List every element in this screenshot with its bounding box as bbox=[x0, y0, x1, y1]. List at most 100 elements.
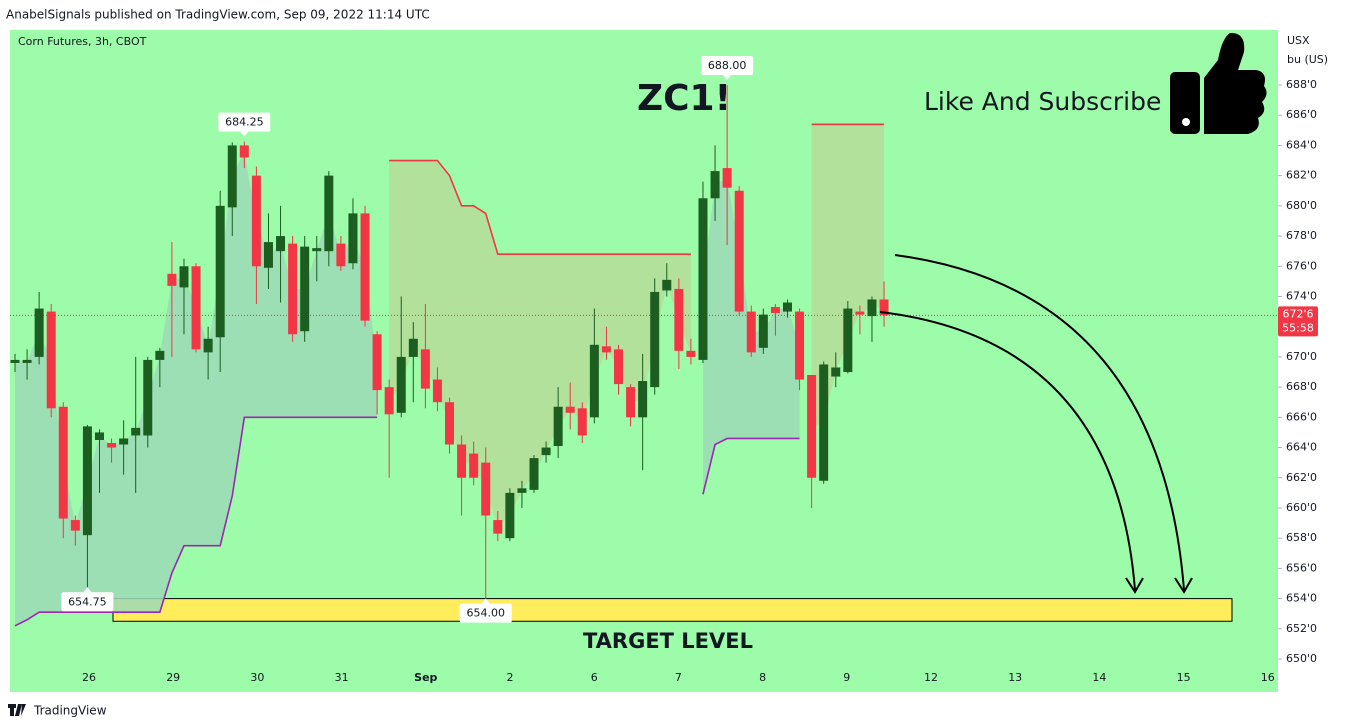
price-label-text: 654.00 bbox=[466, 607, 505, 620]
candle-body bbox=[324, 175, 334, 252]
band-fill bbox=[811, 124, 885, 427]
target-label: TARGET LEVEL bbox=[583, 629, 753, 653]
candle-body bbox=[420, 349, 430, 389]
candle-body bbox=[119, 438, 129, 445]
price-label-box bbox=[61, 592, 114, 612]
candle-body bbox=[529, 458, 539, 490]
thumbs-up-icon bbox=[1170, 32, 1267, 135]
candle-body bbox=[155, 350, 165, 360]
candle-body bbox=[795, 311, 805, 380]
y-tick-label: 680'0 bbox=[1286, 199, 1317, 212]
candle-body bbox=[770, 307, 780, 314]
candle-body bbox=[843, 308, 853, 373]
candle-body bbox=[819, 364, 829, 481]
candle-body bbox=[638, 381, 648, 418]
currency-label: USX bbox=[1287, 34, 1310, 47]
x-tick-label: Sep bbox=[414, 671, 437, 684]
y-tick-label: 668'0 bbox=[1286, 380, 1317, 393]
candle-body bbox=[481, 462, 491, 516]
candle-body bbox=[686, 350, 696, 357]
candle-body bbox=[541, 447, 551, 456]
candle-body bbox=[445, 402, 455, 445]
y-tick-label: 684'0 bbox=[1286, 138, 1317, 151]
candle-body bbox=[662, 279, 672, 291]
plot-layer: TARGET LEVEL 684.25 688.00 654.75 654.00 bbox=[10, 55, 1278, 653]
price-label-box bbox=[218, 112, 271, 132]
y-tick-label: 682'0 bbox=[1286, 169, 1317, 182]
cta-annotation: Like And Subscribe bbox=[924, 87, 1161, 116]
candle-body bbox=[46, 311, 56, 409]
candle-body bbox=[879, 299, 889, 316]
candle-body bbox=[384, 387, 394, 415]
x-tick-label: 2 bbox=[507, 671, 514, 684]
candle-body bbox=[263, 242, 273, 268]
candle-body bbox=[396, 356, 406, 413]
y-tick-label: 666'0 bbox=[1286, 410, 1317, 423]
y-tick-label: 652'0 bbox=[1286, 622, 1317, 635]
candle-body bbox=[626, 387, 636, 418]
y-tick-label: 650'0 bbox=[1286, 652, 1317, 665]
y-tick-label: 654'0 bbox=[1286, 592, 1317, 605]
publisher-line: AnabelSignals published on TradingView.c… bbox=[6, 8, 430, 22]
candle-body bbox=[457, 444, 467, 478]
candle-body bbox=[58, 406, 68, 519]
x-tick-label: 13 bbox=[1008, 671, 1022, 684]
candle-body bbox=[493, 520, 503, 534]
candle-body bbox=[722, 168, 732, 188]
candle-body bbox=[601, 346, 611, 353]
y-tick-label: 656'0 bbox=[1286, 561, 1317, 574]
last-price-text: 672'6 bbox=[1282, 307, 1313, 320]
candle-body bbox=[553, 406, 563, 447]
candle-body bbox=[288, 243, 298, 335]
candle-body bbox=[650, 291, 660, 388]
price-label-pointer bbox=[481, 598, 490, 604]
forecast-arrows bbox=[879, 254, 1193, 594]
candle-body bbox=[348, 213, 358, 264]
unit-label: bu (US) bbox=[1287, 53, 1328, 66]
candle-body bbox=[94, 432, 104, 440]
candle-body bbox=[179, 266, 189, 288]
candle-body bbox=[758, 314, 768, 348]
candle-body bbox=[167, 273, 177, 286]
candle-body bbox=[34, 308, 44, 357]
price-label-box bbox=[701, 55, 754, 75]
candle-body bbox=[517, 488, 527, 493]
x-tick-label: 9 bbox=[843, 671, 850, 684]
x-tick-label: 30 bbox=[250, 671, 264, 684]
candle-body bbox=[276, 236, 286, 252]
brand-name: TradingView bbox=[33, 704, 107, 718]
x-tick-label: 29 bbox=[166, 671, 180, 684]
y-tick-label: 688'0 bbox=[1286, 78, 1317, 91]
symbol-annotation: ZC1! bbox=[637, 78, 731, 119]
y-tick-label: 678'0 bbox=[1286, 229, 1317, 242]
y-tick-label: 676'0 bbox=[1286, 259, 1317, 272]
candle-body bbox=[360, 213, 370, 321]
y-tick-label: 658'0 bbox=[1286, 531, 1317, 544]
price-label-pointer bbox=[83, 587, 92, 593]
candle-body bbox=[107, 443, 117, 448]
candle-body bbox=[82, 426, 92, 536]
candle-body bbox=[469, 453, 479, 478]
footer: TradingView bbox=[8, 704, 107, 718]
candle-body bbox=[746, 311, 756, 353]
candle-body bbox=[10, 359, 20, 363]
y-tick-label: 670'0 bbox=[1286, 350, 1317, 363]
candle-body bbox=[372, 334, 382, 391]
candle-body bbox=[203, 338, 213, 353]
candle-body bbox=[710, 171, 720, 199]
candle-body bbox=[577, 408, 587, 436]
candle-body bbox=[698, 198, 708, 360]
candle-body bbox=[22, 359, 32, 363]
band-fill bbox=[389, 160, 691, 527]
target-zone bbox=[112, 598, 1233, 622]
brand-logo bbox=[8, 704, 26, 716]
candle-body bbox=[614, 349, 623, 385]
price-label-text: 684.25 bbox=[225, 116, 264, 129]
x-tick-label: 8 bbox=[759, 671, 766, 684]
candle-body bbox=[227, 145, 237, 208]
candle-body bbox=[131, 427, 141, 436]
candle-body bbox=[589, 344, 599, 418]
x-tick-label: 6 bbox=[591, 671, 598, 684]
x-tick-label: 15 bbox=[1177, 671, 1191, 684]
